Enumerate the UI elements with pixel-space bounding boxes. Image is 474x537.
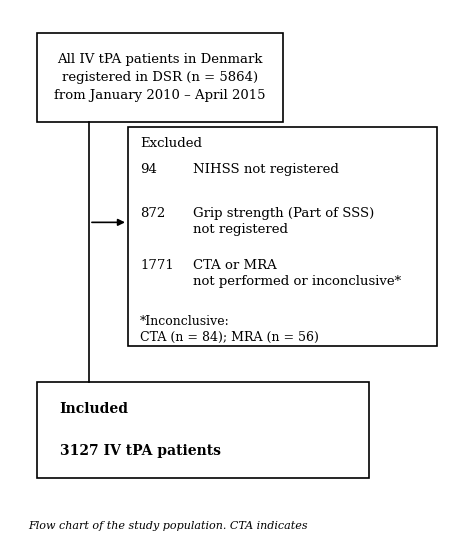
Text: Flow chart of the study population. CTA indicates: Flow chart of the study population. CTA … xyxy=(28,520,308,531)
Text: CTA or MRA
not performed or inconclusive*: CTA or MRA not performed or inconclusive… xyxy=(193,259,401,288)
Text: 3127 IV tPA patients: 3127 IV tPA patients xyxy=(60,444,220,458)
Text: Excluded: Excluded xyxy=(140,137,202,150)
Text: 872: 872 xyxy=(140,207,165,220)
Bar xyxy=(37,382,369,478)
Text: All IV tPA patients in Denmark
registered in DSR (n = 5864)
from January 2010 – : All IV tPA patients in Denmark registere… xyxy=(54,53,265,102)
Text: 94: 94 xyxy=(140,163,157,176)
Text: 1771: 1771 xyxy=(140,259,174,272)
Text: Included: Included xyxy=(60,402,128,416)
Bar xyxy=(37,33,283,122)
Text: NIHSS not registered: NIHSS not registered xyxy=(193,163,338,176)
Text: *Inconclusive:
CTA (n = 84); MRA (n = 56): *Inconclusive: CTA (n = 84); MRA (n = 56… xyxy=(140,315,319,344)
Text: Grip strength (Part of SSS)
not registered: Grip strength (Part of SSS) not register… xyxy=(193,207,374,236)
Bar xyxy=(128,127,437,346)
